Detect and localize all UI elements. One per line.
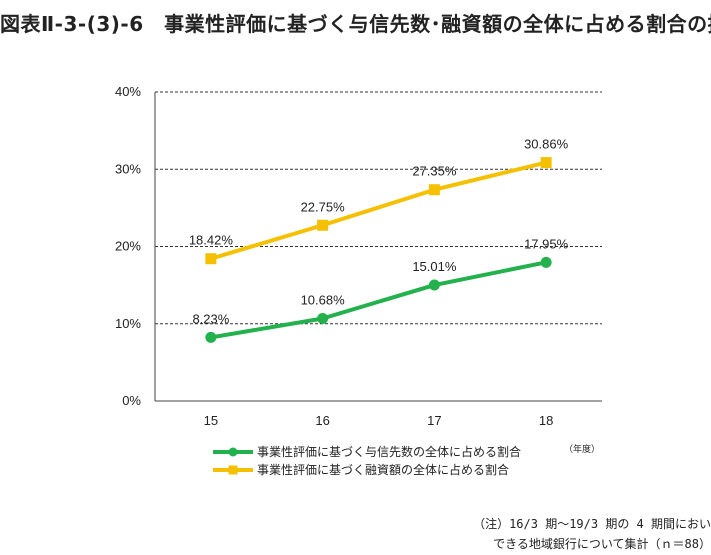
gridlines xyxy=(155,91,602,325)
x-axis-unit: （年度） xyxy=(564,443,600,455)
legend-marker xyxy=(228,465,238,475)
data-label: 30.86% xyxy=(524,137,569,152)
axes xyxy=(154,92,602,402)
data-point xyxy=(317,219,329,231)
data-point xyxy=(205,253,217,265)
data-point xyxy=(428,279,440,291)
y-tick-label: 10% xyxy=(115,316,141,331)
y-tick-label: 0% xyxy=(122,393,141,408)
legend-label: 事業性評価に基づく融資額の全体に占める割合 xyxy=(257,462,509,477)
data-point xyxy=(428,184,440,196)
data-point xyxy=(317,312,329,324)
data-label: 10.68% xyxy=(301,292,346,307)
legend-marker xyxy=(228,447,238,457)
series-lines xyxy=(210,160,547,340)
footnote-line-2: できる地域銀行について集計（ｎ＝88） xyxy=(493,537,711,551)
y-tick-label: 30% xyxy=(115,161,141,176)
series-line xyxy=(210,260,547,340)
series-line xyxy=(210,160,547,261)
x-tick-labels: 15 16 17 18 xyxy=(204,413,554,428)
data-label: 18.42% xyxy=(189,233,234,248)
data-labels: 8.23% 10.68% 15.01% 17.95% 18.42% 22.75% 27.35… xyxy=(189,137,569,327)
legend: 事業性評価に基づく与信先数の全体に占める割合事業性評価に基づく融資額の全体に占め… xyxy=(213,444,521,477)
data-label: 17.95% xyxy=(524,236,569,251)
y-tick-labels: 0% 10% 20% 30% 40% xyxy=(115,84,141,408)
data-point xyxy=(540,256,552,268)
data-label: 15.01% xyxy=(412,259,457,274)
x-tick-label: 17 xyxy=(427,413,441,428)
data-label: 8.23% xyxy=(192,311,229,326)
data-label: 22.75% xyxy=(301,199,346,214)
footnote-line-1: （注）16/3 期～19/3 期の 4 期間におい xyxy=(473,517,711,531)
x-tick-label: 18 xyxy=(539,413,553,428)
data-label: 27.35% xyxy=(412,164,457,179)
chart-title: 図表Ⅱ-3-(3)-6 事業性評価に基づく与信先数･融資額の全体に占める割合の推 xyxy=(0,12,711,36)
x-tick-label: 16 xyxy=(315,413,329,428)
x-tick-label: 15 xyxy=(204,413,218,428)
data-point xyxy=(540,157,552,169)
y-tick-label: 20% xyxy=(115,239,141,254)
series-markers xyxy=(205,157,552,343)
data-point xyxy=(205,331,217,343)
y-tick-label: 40% xyxy=(115,84,141,99)
legend-label: 事業性評価に基づく与信先数の全体に占める割合 xyxy=(257,444,521,459)
